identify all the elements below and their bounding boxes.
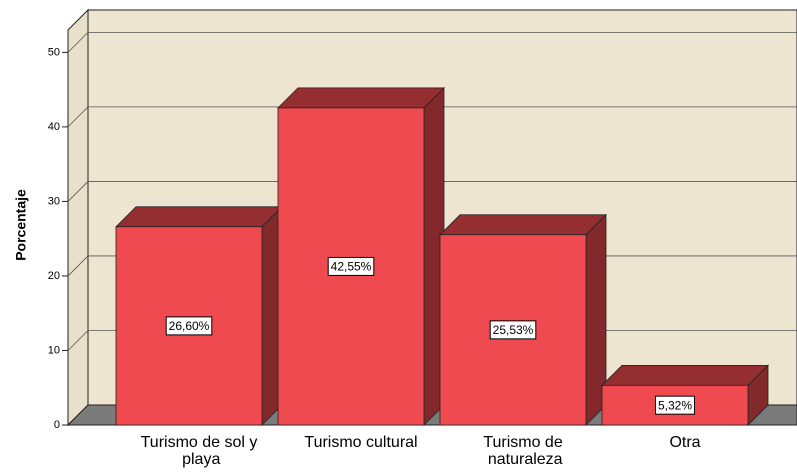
value-label-box: [327, 256, 375, 276]
grid-line: [67, 181, 797, 202]
x-tick-line: Turismo de: [483, 434, 563, 451]
y-tick-label: 40: [48, 121, 60, 133]
y-tick-label: 0: [54, 419, 60, 431]
x-tick-line: playa: [178, 451, 221, 468]
value-label: 5,32%: [658, 398, 692, 412]
bar-top: [439, 214, 607, 236]
x-tick-label: Turismo de sol y playa: [141, 434, 258, 468]
bar-top: [601, 364, 769, 386]
grid-line: [67, 31, 797, 53]
value-label: 26,60%: [169, 319, 210, 333]
x-tick-line: Turismo cultural: [304, 434, 417, 451]
x-tick-label: Turismo cultural: [304, 434, 417, 451]
x-tick-line: Otra: [669, 434, 700, 451]
value-label-box: [655, 395, 695, 415]
y-axis-label: Porcentaje: [13, 189, 29, 261]
x-tick-line: Turismo de sol y: [141, 434, 258, 451]
y-tick-label: 10: [48, 344, 60, 356]
bar-top: [277, 87, 445, 109]
x-tick-label: Otra: [669, 434, 700, 451]
x-tick-label: Turismo de naturaleza: [483, 434, 563, 468]
side-wall: [67, 8, 89, 427]
y-tick-label: 30: [48, 195, 60, 207]
y-tick-label: 50: [48, 46, 60, 58]
value-label-box: [489, 320, 537, 340]
value-label: 42,55%: [331, 260, 372, 274]
grid-line: [67, 106, 797, 128]
value-label-box: [165, 316, 213, 336]
x-tick-line: naturaleza: [483, 451, 562, 468]
bar-top: [115, 206, 283, 228]
y-tick-label: 20: [48, 270, 60, 282]
value-label: 25,53%: [493, 323, 534, 337]
